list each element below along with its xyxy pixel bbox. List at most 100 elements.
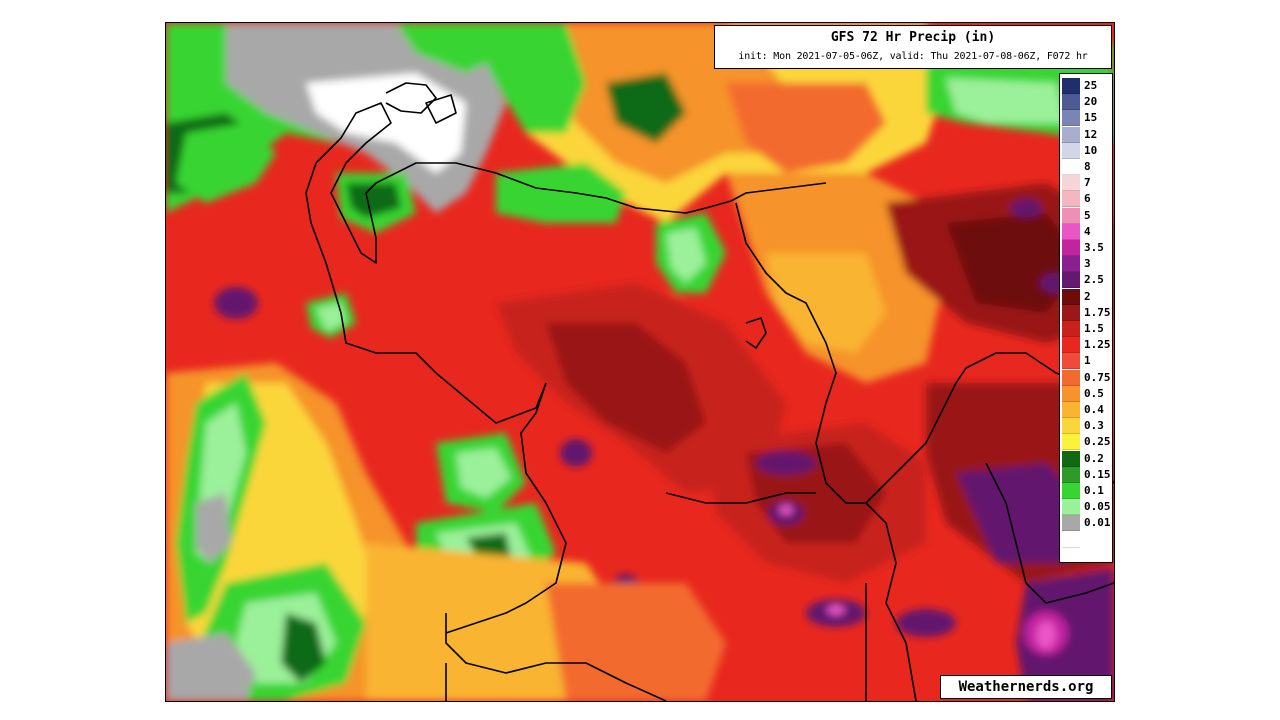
legend-swatch xyxy=(1062,142,1080,159)
legend-item: 15 xyxy=(1062,110,1112,127)
legend-item: 1.25 xyxy=(1062,337,1112,354)
legend-swatch xyxy=(1062,207,1080,224)
legend-item: 0.75 xyxy=(1062,369,1112,386)
legend-item: 0.25 xyxy=(1062,434,1112,451)
legend-item xyxy=(1062,531,1112,548)
caribbean-coastline xyxy=(315,102,827,264)
legend-item: 1 xyxy=(1062,353,1112,370)
peru-colombia-border xyxy=(445,613,667,701)
legend-swatch xyxy=(1062,321,1080,337)
legend-swatch xyxy=(1062,223,1080,240)
precip-map xyxy=(166,23,1114,701)
map-title: GFS 72 Hr Precip (in) xyxy=(830,30,996,45)
legend-swatch xyxy=(1062,126,1080,143)
precip-legend: 25 20 15 12 10 8 7 6 5 4 3.5 3 2.5 2 1.75 1.5 1.25 1 0.75 0… xyxy=(1059,73,1113,563)
legend-swatch xyxy=(1062,240,1080,256)
legend-swatch xyxy=(1062,385,1080,402)
legend-swatch xyxy=(1062,499,1080,516)
legend-label: 0.4 xyxy=(1084,403,1104,416)
legend-item: 7 xyxy=(1062,175,1112,192)
legend-item: 20 xyxy=(1062,94,1112,111)
legend-item: 0.2 xyxy=(1062,450,1112,467)
legend-label: 1 xyxy=(1084,354,1091,368)
legend-swatch xyxy=(1062,466,1080,483)
legend-swatch xyxy=(1062,78,1080,94)
legend-label: 0.2 xyxy=(1084,451,1104,465)
legend-item: 0.01 xyxy=(1062,515,1112,532)
legend-swatch xyxy=(1062,337,1080,354)
venezuela-brazil-border xyxy=(665,492,816,504)
legend-swatch xyxy=(1062,402,1080,418)
legend-label: 1.75 xyxy=(1084,305,1111,319)
legend-swatch xyxy=(1062,450,1080,467)
legend-swatch xyxy=(1062,272,1080,289)
brazil-colombia-border xyxy=(445,382,567,634)
legend-label: 0.15 xyxy=(1084,467,1111,481)
legend-label: 0.5 xyxy=(1084,386,1104,400)
legend-label: 0.1 xyxy=(1084,484,1104,497)
legend-label: 25 xyxy=(1084,79,1098,92)
legend-item: 0.05 xyxy=(1062,499,1112,516)
legend-label: 0.01 xyxy=(1084,516,1111,530)
legend-item: 6 xyxy=(1062,191,1112,208)
legend-item: 8 xyxy=(1062,159,1112,175)
legend-item: 0.15 xyxy=(1062,466,1112,483)
legend-item: 2 xyxy=(1062,288,1112,305)
legend-swatch xyxy=(1062,483,1080,499)
gulf-outline xyxy=(425,94,457,124)
legend-label: 8 xyxy=(1084,160,1091,173)
legend-item: 1.5 xyxy=(1062,321,1112,337)
legend-swatch xyxy=(1062,531,1080,548)
legend-label: 20 xyxy=(1084,95,1098,109)
legend-item: 12 xyxy=(1062,126,1112,143)
legend-item: 3.5 xyxy=(1062,240,1112,256)
map-subtitle: init: Mon 2021-07-05-06Z, valid: Thu 202… xyxy=(738,51,1088,62)
legend-label: 0.05 xyxy=(1084,500,1111,514)
island-outline xyxy=(745,317,767,349)
venezuela-guyana-border xyxy=(735,202,866,504)
legend-label: 2.5 xyxy=(1084,273,1104,287)
colombia-venezuela-border xyxy=(305,162,547,424)
legend-swatch xyxy=(1062,418,1080,435)
legend-item: 2.5 xyxy=(1062,272,1112,289)
legend-swatch xyxy=(1062,515,1080,532)
legend-item: 10 xyxy=(1062,142,1112,159)
legend-swatch xyxy=(1062,256,1080,273)
legend-swatch xyxy=(1062,110,1080,127)
legend-label: 0.75 xyxy=(1084,370,1111,384)
legend-swatch xyxy=(1062,159,1080,175)
borders-layer xyxy=(305,82,1114,701)
legend-label: 0.25 xyxy=(1084,435,1111,449)
legend-swatch xyxy=(1062,191,1080,208)
legend-swatch xyxy=(1062,175,1080,192)
legend-item: 1.75 xyxy=(1062,304,1112,321)
legend-swatch xyxy=(1062,304,1080,321)
guyana-suriname-border xyxy=(865,367,967,504)
legend-item: 5 xyxy=(1062,207,1112,224)
legend-item: 4 xyxy=(1062,223,1112,240)
legend-swatch xyxy=(1062,369,1080,386)
precip-map-frame: GFS 72 Hr Precip (in) init: Mon 2021-07-… xyxy=(165,22,1115,702)
legend-swatch xyxy=(1062,288,1080,305)
legend-label: 5 xyxy=(1084,208,1091,222)
legend-label: 3.5 xyxy=(1084,241,1104,254)
legend-item: 3 xyxy=(1062,256,1112,273)
watermark: Weathernerds.org xyxy=(940,675,1112,699)
legend-label: 4 xyxy=(1084,224,1091,238)
legend-swatch xyxy=(1062,94,1080,111)
legend-label: 0.3 xyxy=(1084,419,1104,433)
map-title-box: GFS 72 Hr Precip (in) init: Mon 2021-07-… xyxy=(714,25,1112,69)
legend-swatch xyxy=(1062,353,1080,370)
legend-label: 3 xyxy=(1084,257,1091,271)
legend-label: 10 xyxy=(1084,143,1098,157)
legend-label: 7 xyxy=(1084,176,1091,190)
legend-label: 15 xyxy=(1084,111,1098,125)
legend-item: 0.4 xyxy=(1062,402,1112,418)
legend-item: 0.3 xyxy=(1062,418,1112,435)
guyana-brazil-border xyxy=(865,502,917,701)
legend-item: 0.5 xyxy=(1062,385,1112,402)
legend-label: 6 xyxy=(1084,192,1091,206)
legend-label: 1.25 xyxy=(1084,338,1111,352)
suriname-brazil-border xyxy=(985,462,1114,604)
legend-label: 2 xyxy=(1084,289,1091,303)
